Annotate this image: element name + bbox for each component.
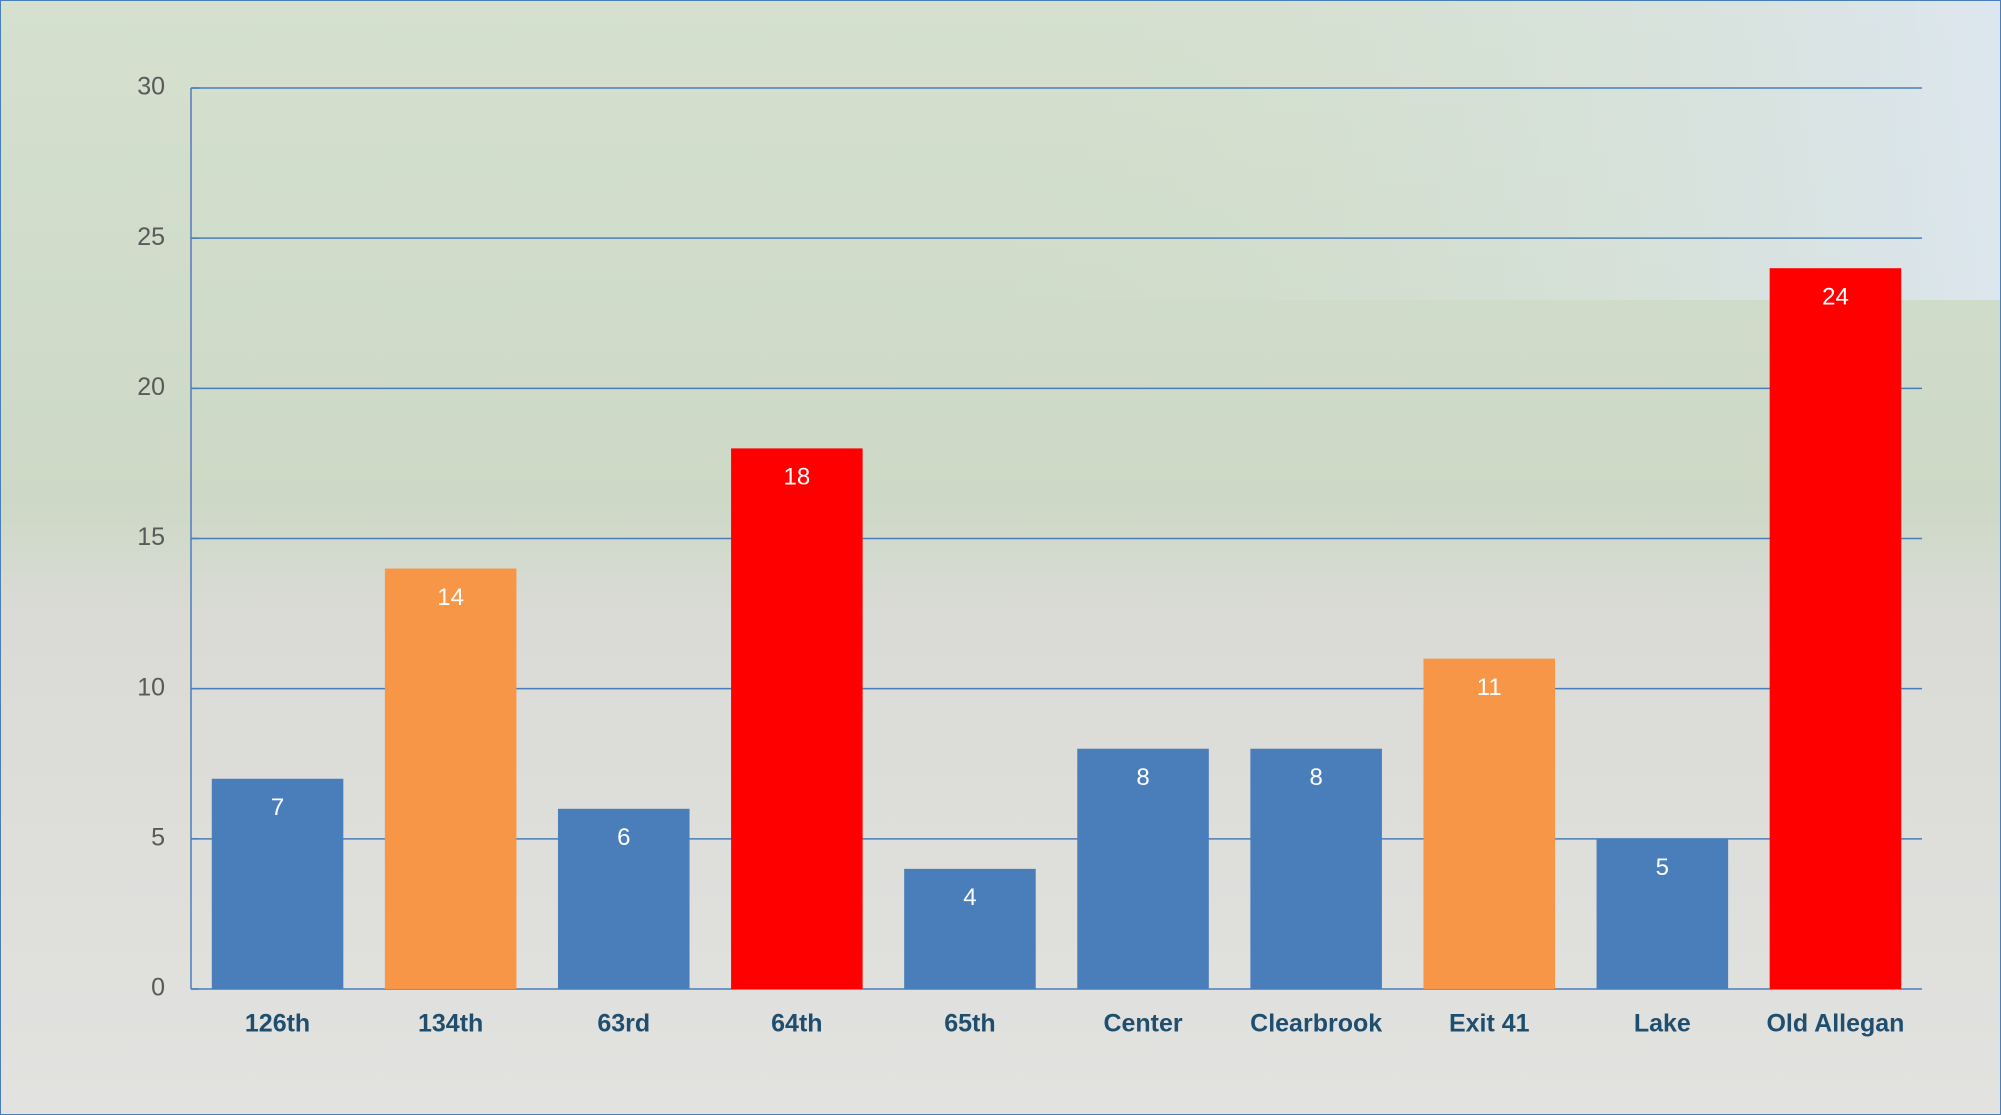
bar: [384, 568, 517, 989]
value-label: 4: [963, 884, 976, 911]
x-tick-label: 126th: [245, 1010, 310, 1038]
value-label: 11: [1477, 674, 1502, 701]
x-tick-label: Old Allegan: [1766, 1010, 1904, 1038]
value-label: 24: [1822, 284, 1849, 311]
x-tick-label: Center: [1103, 1010, 1182, 1038]
x-tick-label: 134th: [418, 1010, 483, 1038]
y-tick-label: 25: [137, 223, 165, 251]
value-label: 18: [783, 464, 810, 491]
value-label: 14: [437, 584, 464, 611]
bar: [1423, 658, 1556, 989]
y-tick-label: 10: [137, 673, 165, 701]
x-tick-label: 65th: [944, 1010, 995, 1038]
value-label: 6: [617, 824, 630, 851]
x-tick-label: 64th: [771, 1010, 822, 1038]
x-tick-label: Clearbrook: [1250, 1010, 1382, 1038]
bar: [557, 808, 690, 989]
x-tick-label: Exit 41: [1449, 1010, 1530, 1038]
bar: [731, 448, 863, 989]
bar: [904, 868, 1036, 989]
background-sky: [1000, 0, 2001, 300]
x-tick-label: 63rd: [597, 1010, 650, 1038]
y-tick-label: 15: [137, 523, 165, 551]
value-label: 8: [1136, 764, 1149, 791]
y-tick-label: 30: [137, 73, 165, 101]
y-tick-label: 0: [151, 974, 165, 1002]
bar: [211, 778, 344, 989]
value-label: 5: [1656, 854, 1669, 881]
value-label: 7: [271, 794, 284, 821]
bar: [1077, 748, 1209, 989]
bar: [1596, 838, 1729, 989]
x-tick-label: Lake: [1634, 1010, 1691, 1038]
value-label: 8: [1309, 764, 1322, 791]
y-tick-label: 5: [151, 823, 165, 851]
bar: [1250, 748, 1382, 989]
bar: [1769, 268, 1902, 989]
y-tick-label: 20: [137, 373, 165, 401]
